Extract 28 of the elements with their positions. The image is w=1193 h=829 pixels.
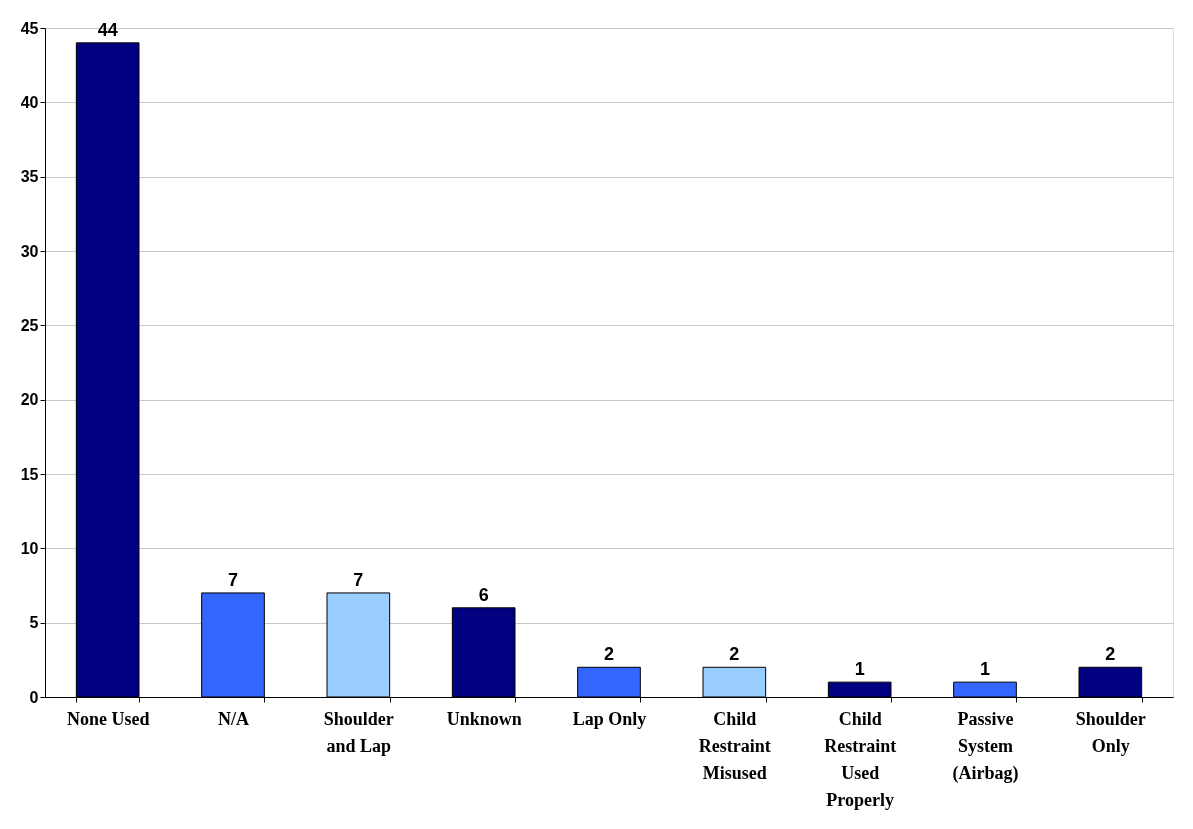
x-tick-label: Lap Only (572, 708, 647, 729)
y-tick-label: 0 (29, 688, 39, 706)
y-tick-label: 5 (29, 614, 39, 632)
data-label: 1 (854, 659, 865, 680)
x-tick-label: Unknown (446, 708, 522, 729)
data-label: 7 (353, 569, 364, 590)
x-tick-label: Passive System (Airbag) (952, 708, 1019, 784)
x-tick-label: None Used (66, 708, 150, 729)
y-tick-label: 10 (20, 539, 39, 557)
x-tick-label: Shoulder and Lap (323, 708, 394, 756)
data-label: 2 (1105, 644, 1116, 665)
data-label: 44 (97, 19, 118, 40)
data-label: 1 (979, 659, 991, 680)
data-label: 2 (603, 644, 615, 665)
data-label: 7 (227, 569, 239, 590)
x-tick-label: Child Restraint Misused (698, 708, 771, 783)
x-tick-label: Shoulder Only (1075, 708, 1146, 756)
y-tick-label: 20 (20, 391, 39, 409)
data-label: 6 (478, 584, 489, 605)
data-label: 2 (729, 644, 740, 665)
x-tick-label: Child Restraint Used Properly (824, 708, 897, 810)
y-tick-label: 45 (20, 19, 39, 37)
y-tick-label: 30 (20, 242, 39, 260)
x-tick-label: N/A (218, 708, 249, 729)
y-tick-label: 35 (20, 168, 39, 186)
y-tick-label: 40 (20, 93, 39, 111)
y-tick-label: 15 (20, 465, 39, 483)
y-tick-label: 25 (20, 316, 39, 334)
